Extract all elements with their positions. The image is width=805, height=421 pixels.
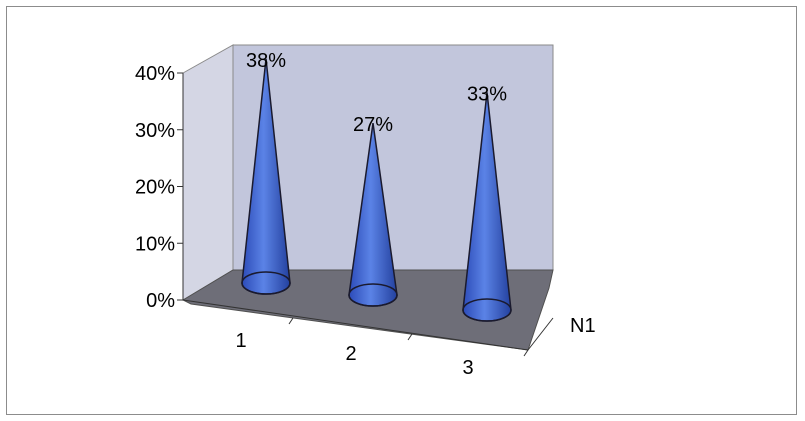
x-tick-label-3: 3 — [462, 357, 473, 379]
x-tick-label-1: 1 — [235, 330, 246, 352]
x-tick-label-2: 2 — [345, 343, 356, 365]
x-tick — [523, 349, 529, 357]
data-label-1: 38% — [246, 50, 286, 72]
side-wall — [182, 44, 234, 301]
cone-base-3 — [462, 298, 512, 322]
y-tick-label: 40% — [135, 63, 175, 85]
y-tick-label: 20% — [135, 177, 175, 199]
cone-base-1 — [241, 271, 291, 295]
x-tick — [288, 317, 294, 325]
depth-axis-line — [527, 317, 554, 351]
y-tick-label: 0% — [146, 290, 175, 312]
series-label: N1 — [570, 315, 596, 337]
y-tick-label: 30% — [135, 120, 175, 142]
x-tick — [407, 333, 413, 341]
data-label-2: 27% — [353, 114, 393, 136]
cone-base-2 — [348, 283, 398, 307]
x-axis-line — [182, 299, 529, 351]
data-label-3: 33% — [467, 83, 507, 105]
y-tick-label: 10% — [135, 233, 175, 255]
